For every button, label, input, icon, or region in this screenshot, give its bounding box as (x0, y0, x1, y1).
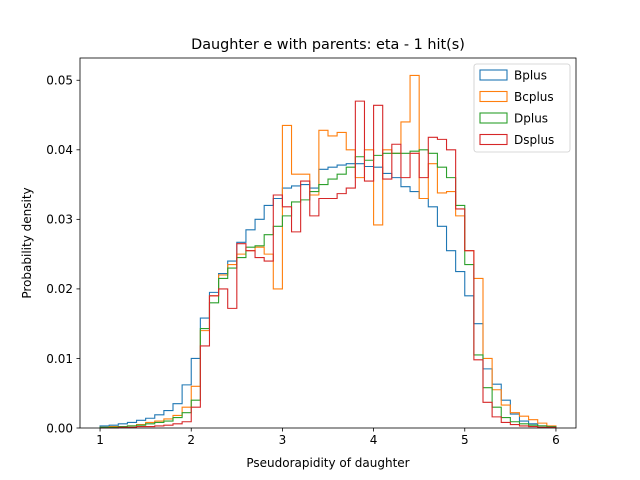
series-layer (99, 74, 557, 429)
x-tick-label: 3 (279, 433, 287, 447)
series-bcplus-step (99, 74, 557, 428)
legend-swatch-dsplus (479, 133, 508, 146)
x-axis-label: Pseudorapidity of daughter (246, 456, 409, 470)
legend-label-bcplus: Bcplus (514, 90, 554, 104)
x-tick-label: 4 (370, 433, 378, 447)
series-dsplus-step (100, 100, 557, 429)
y-tick-label: 0.04 (46, 143, 73, 157)
legend-label-dplus: Dplus (514, 112, 548, 126)
x-axis-ticks: 1 2 3 4 5 6 (96, 428, 560, 447)
legend-swatch-dplus (479, 112, 508, 124)
x-tick-label: 2 (187, 433, 195, 447)
chart-title: Daughter e with parents: eta - 1 hit(s) (191, 37, 465, 53)
legend-label-dsplus: Dsplus (514, 133, 554, 147)
y-tick-label: 0.01 (46, 352, 73, 366)
legend-swatch-bcplus (479, 90, 508, 103)
y-axis-ticks: 0.00 0.01 0.02 0.03 0.04 0.05 (46, 74, 80, 435)
y-tick-label: 0.05 (46, 74, 73, 88)
y-tick-label: 0.03 (46, 213, 73, 227)
y-tick-label: 0.00 (46, 421, 73, 435)
legend-label-bplus: Bplus (514, 69, 547, 83)
y-axis-label: Probability density (20, 187, 34, 298)
legend-swatch-bplus (479, 69, 508, 81)
legend-box (473, 63, 571, 153)
x-tick-label: 6 (552, 433, 560, 447)
legend: Bplus Bcplus Dplus Dsplus (473, 63, 571, 153)
x-tick-label: 1 (96, 433, 104, 447)
x-tick-label: 5 (461, 433, 469, 447)
axes-frame (79, 57, 577, 429)
y-tick-label: 0.02 (46, 282, 73, 296)
